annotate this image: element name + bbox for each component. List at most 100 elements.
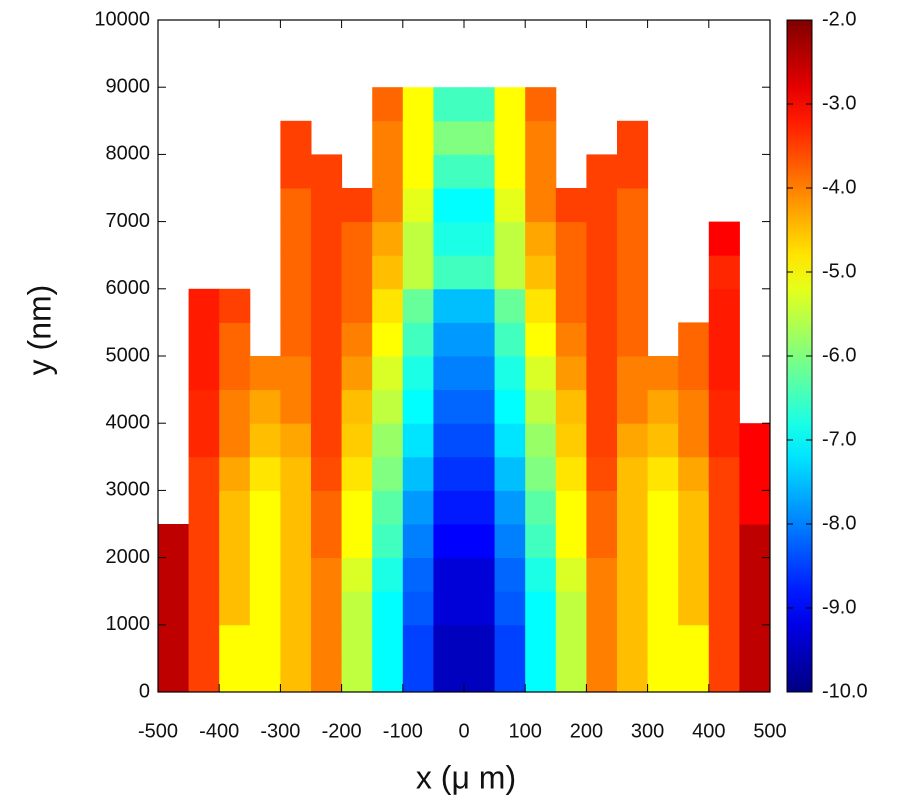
heat-cell [494,288,526,323]
heat-cell [464,356,496,391]
heat-cell [402,87,434,122]
y-tick-label: 3000 [106,479,151,501]
heat-cell [280,658,312,693]
heat-cell [249,389,281,424]
heat-cell [280,221,312,256]
y-tick-label: 10000 [94,8,150,30]
heat-cell [494,624,526,659]
heat-cell [586,356,618,391]
heat-cell [525,255,557,290]
heat-cell [433,524,465,559]
heat-cell [402,524,434,559]
heat-cell [555,658,587,693]
heat-cell [617,624,649,659]
heat-cell [678,524,710,559]
heat-cell [586,524,618,559]
heat-cell [311,490,343,525]
heat-cell [464,423,496,458]
heat-cell [555,456,587,491]
heat-cell [402,120,434,155]
heat-cell [494,154,526,189]
heat-cell [525,658,557,693]
heat-cell [494,188,526,223]
heat-cell [280,188,312,223]
heat-cell [372,624,404,659]
heat-cell [525,120,557,155]
heat-cell [341,456,373,491]
heat-cell [158,658,190,693]
heat-cell [708,456,740,491]
heat-cell [739,456,771,491]
heat-cell [525,188,557,223]
heat-cell [188,557,220,592]
heat-cell [158,557,190,592]
heat-cell [739,423,771,458]
heat-cell [402,221,434,256]
x-tick-label: 100 [509,720,542,742]
heat-cell [678,356,710,391]
heat-cell [525,624,557,659]
heat-cell [464,322,496,357]
heat-cell [525,423,557,458]
heat-cell [617,221,649,256]
heat-cell [494,423,526,458]
heat-cell [586,322,618,357]
heat-cell [708,255,740,290]
x-tick-label: 200 [570,720,603,742]
heat-cell [617,288,649,323]
heat-cell [402,288,434,323]
heat-cell [464,557,496,592]
heat-cell [464,456,496,491]
heat-cell [525,221,557,256]
heat-cell [464,658,496,693]
heat-cell [341,322,373,357]
heat-cell [311,389,343,424]
heat-cell [555,490,587,525]
heat-cell [341,356,373,391]
heat-cell [311,456,343,491]
heat-cell [372,591,404,626]
heat-cell [372,658,404,693]
heat-cell [433,389,465,424]
heat-cell [402,591,434,626]
heat-cell [586,658,618,693]
heat-cell [188,456,220,491]
heat-cell [372,221,404,256]
heat-cell [647,490,679,525]
heat-cell [188,490,220,525]
heat-cell [708,356,740,391]
heat-cell [647,624,679,659]
heat-cell [617,154,649,189]
heat-cell [555,524,587,559]
x-tick-label: 0 [458,720,469,742]
heat-cell [280,624,312,659]
heat-cell [464,221,496,256]
heat-cell [708,658,740,693]
y-tick-label: 6000 [106,277,151,299]
heat-cell [341,557,373,592]
heat-cell [372,87,404,122]
heat-cell [280,255,312,290]
heat-cell [708,557,740,592]
heat-cell [464,288,496,323]
heat-cell [219,389,251,424]
heat-cell [372,524,404,559]
heat-cell [555,624,587,659]
heat-cell [311,557,343,592]
heat-cell [219,624,251,659]
heat-cell [402,490,434,525]
heat-cell [249,490,281,525]
heat-cell [311,591,343,626]
heat-cell [586,389,618,424]
x-tick-label: 300 [631,720,664,742]
heat-cell [219,658,251,693]
heat-cell [280,490,312,525]
heat-cell [678,423,710,458]
heat-cell [647,658,679,693]
heat-cell [464,389,496,424]
heat-cell [525,154,557,189]
heat-cell [280,423,312,458]
heat-cell [249,557,281,592]
heat-cell [341,524,373,559]
